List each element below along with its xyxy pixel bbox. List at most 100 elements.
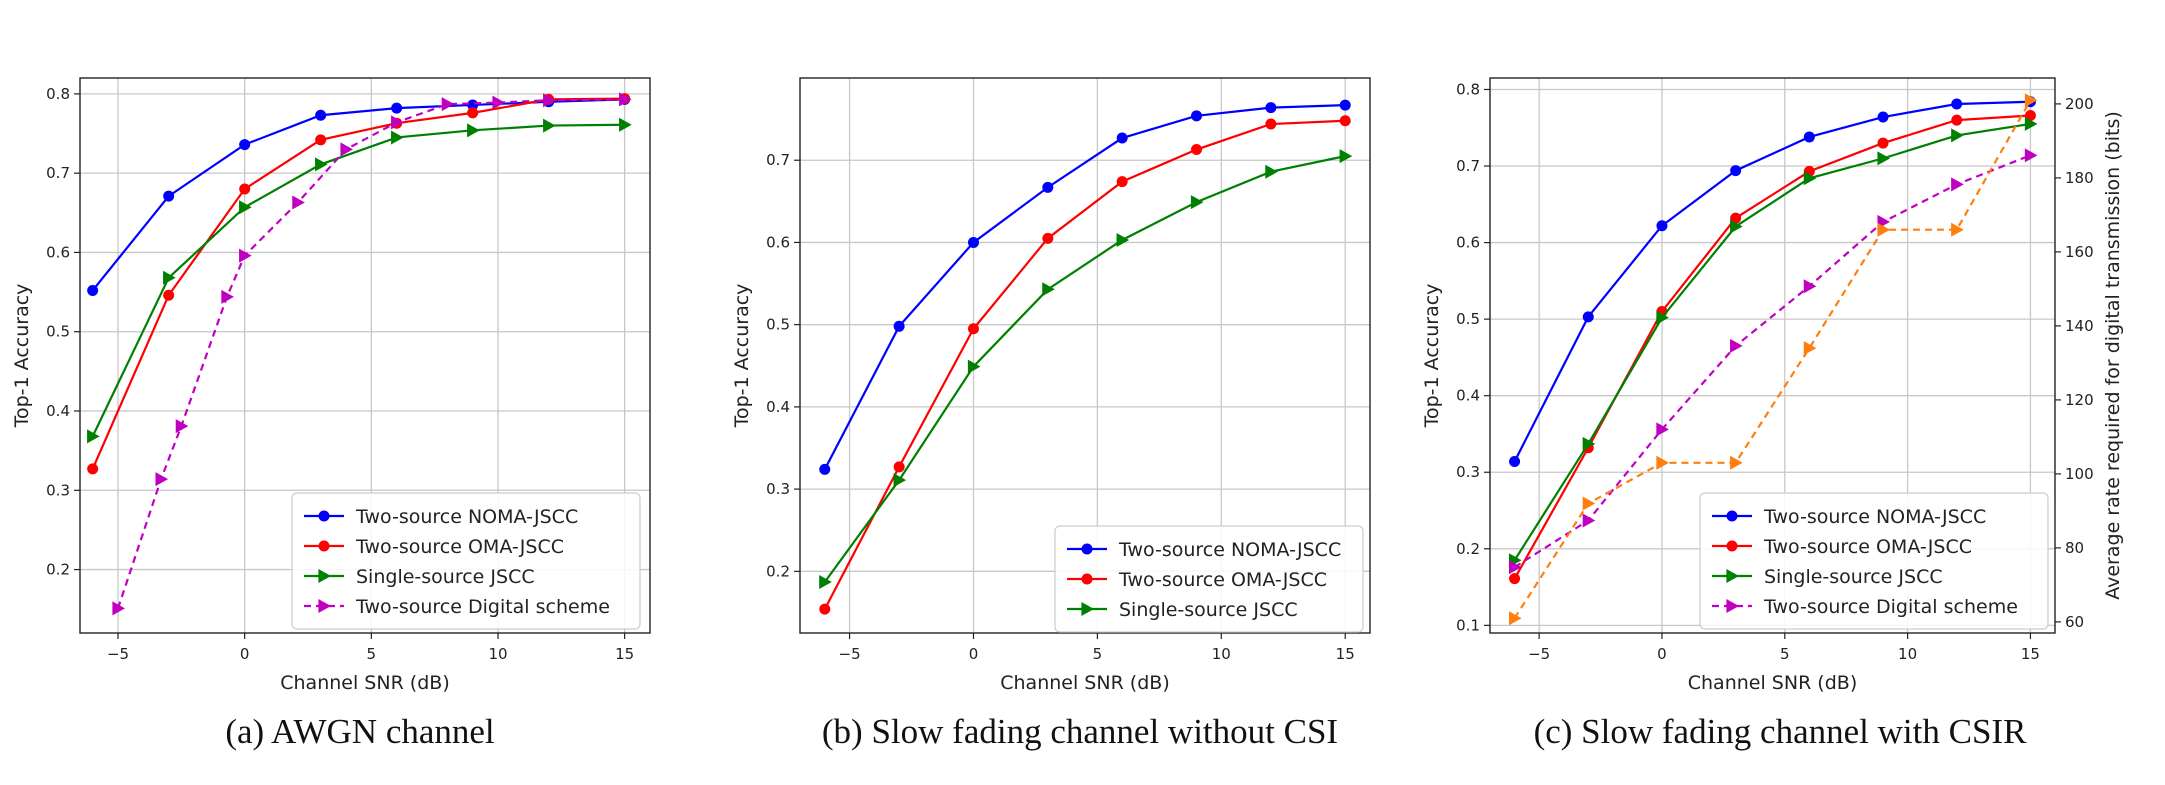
legend-marker: [318, 540, 330, 552]
data-point: [467, 123, 480, 138]
data-point: [819, 463, 831, 475]
data-point: [1042, 181, 1054, 193]
series-single-source-jscc: [819, 149, 1353, 590]
y-axis-label: Top-1 Accuracy: [731, 284, 753, 429]
data-point: [1877, 222, 1891, 237]
data-point: [1265, 102, 1277, 114]
legend-marker: [1081, 573, 1093, 585]
data-point: [1582, 436, 1596, 451]
data-point: [492, 95, 505, 110]
data-point: [1508, 560, 1522, 575]
series-two-source-noma-jscc: [1509, 96, 2036, 468]
data-point: [1730, 455, 1743, 470]
data-point: [893, 473, 907, 488]
data-point: [1582, 513, 1596, 528]
x-tick-label: 15: [1336, 645, 1355, 663]
data-point: [1582, 496, 1596, 511]
data-point: [1509, 573, 1521, 585]
legend: Two-source NOMA-JSCC Two-source OMA-JSCC S…: [291, 492, 641, 630]
data-point: [1582, 311, 1594, 323]
chart-b: −5 0 5 10 15 0.2 0.3 0.4 0.5 0.6 0.7 Channel SNR (d…: [731, 77, 1371, 694]
data-point: [1951, 114, 1963, 126]
y-tick-label: 0.5: [1456, 310, 1480, 328]
plot-frame: [799, 77, 1371, 634]
data-point: [239, 200, 252, 215]
legend-marker: [318, 599, 331, 613]
x-tick-label: 5: [367, 645, 377, 663]
data-point: [1951, 177, 1964, 192]
data-point: [467, 107, 479, 119]
x-tick-label: 15: [2021, 645, 2040, 663]
data-point: [1339, 99, 1351, 111]
y-axis-label: Top-1 Accuracy: [11, 284, 33, 429]
legend-label: Two-source OMA-JSCC: [355, 536, 564, 558]
data-point: [1656, 220, 1668, 232]
legend: Two-source NOMA-JSCC Two-source OMA-JSCC S…: [1054, 525, 1364, 633]
data-point: [239, 139, 251, 151]
y-tick-label: 0.2: [46, 561, 70, 579]
chart-panel-a: −5 0 5 10 15 0.2 0.3 0.4 0.5 0.6 0.7 0.8 Channel SNR…: [0, 0, 720, 700]
series-single-source-jscc: [87, 117, 632, 444]
legend-box: [291, 492, 641, 630]
data-point: [967, 359, 981, 374]
y2-axis-label: Average rate required for digital transm…: [2102, 111, 2124, 600]
legend-marker: [318, 569, 331, 583]
data-point: [1191, 144, 1203, 156]
y-tick-label: 0.5: [766, 316, 790, 334]
y-tick-label: 0.4: [766, 398, 790, 416]
y-tick-label: 0.2: [766, 562, 790, 580]
chart-c: −5 0 5 10 15 0.1 0.2 0.3 0.4 0.5 0.6 0.7 0.8 Channel …: [1421, 77, 2124, 694]
x-tick-label: 0: [240, 645, 250, 663]
legend-box: [1699, 492, 2049, 630]
data-point: [1951, 98, 1963, 110]
series-line: [91, 123, 625, 437]
data-point: [1803, 131, 1815, 143]
x-tick-label: 5: [1780, 645, 1790, 663]
legend-label: Two-source NOMA-JSCC: [1118, 539, 1341, 561]
data-point: [163, 270, 176, 285]
data-point: [1339, 115, 1351, 127]
data-point: [315, 134, 327, 146]
legend-label: Two-source OMA-JSCC: [1763, 536, 1972, 558]
data-point: [967, 323, 979, 335]
y-tick-label: 0.7: [1456, 157, 1480, 175]
data-point: [163, 190, 175, 202]
data-point: [1191, 110, 1203, 122]
x-tick-label: 0: [1657, 645, 1667, 663]
data-point: [1803, 171, 1817, 186]
plot-frame: [1489, 77, 2056, 634]
data-point: [1803, 279, 1817, 294]
data-point: [1265, 164, 1278, 179]
data-point: [87, 429, 100, 444]
y-tick-label: 0.6: [1456, 234, 1480, 252]
data-point: [893, 320, 905, 332]
data-point: [1877, 151, 1891, 166]
y-tick-label: 0.2: [1456, 540, 1480, 558]
data-point: [391, 115, 404, 130]
series-digital-rate: [1508, 93, 2038, 626]
data-point: [1656, 422, 1669, 437]
data-point: [1042, 282, 1055, 297]
data-point: [543, 118, 556, 133]
data-point: [340, 142, 353, 157]
series-line: [1513, 100, 2031, 463]
legend-label: Single-source JSCC: [1119, 599, 1298, 621]
y2-tick-label: 160: [2065, 243, 2094, 261]
data-point: [155, 472, 169, 487]
data-point: [239, 248, 252, 263]
x-axis-label: Channel SNR (dB): [280, 672, 449, 694]
legend-marker: [1081, 543, 1093, 555]
plot-frame: [79, 77, 651, 634]
data-point: [1951, 222, 1964, 237]
y2-tick-label: 60: [2065, 613, 2084, 631]
data-point: [1877, 137, 1889, 149]
data-point: [1116, 176, 1128, 188]
y-tick-label: 0.8: [1456, 80, 1480, 98]
series-line: [823, 104, 1346, 470]
series-line: [1513, 122, 2031, 561]
y-tick-label: 0.5: [46, 323, 70, 341]
legend-marker: [1726, 540, 1738, 552]
series-two-source-digital-scheme: [1508, 148, 2038, 575]
data-point: [391, 102, 403, 114]
data-point: [1730, 212, 1742, 224]
